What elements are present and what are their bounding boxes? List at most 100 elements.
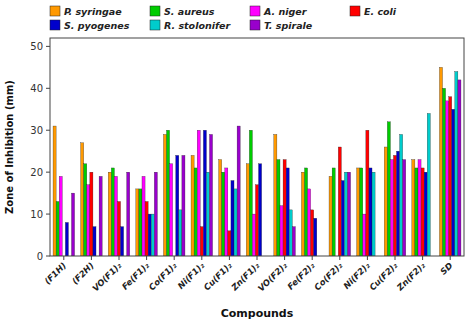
bar: [231, 181, 234, 256]
bar: [65, 222, 68, 256]
bar: [53, 126, 56, 256]
bar: [108, 172, 111, 256]
x-tick: [229, 256, 230, 260]
bar: [458, 80, 461, 256]
bar: [397, 151, 400, 256]
bar: [148, 214, 151, 256]
x-tick: [450, 256, 451, 260]
bar: [255, 185, 258, 256]
legend-swatch: [150, 20, 160, 30]
bar: [314, 218, 317, 256]
x-tick: [91, 256, 92, 260]
y-tick: [46, 130, 50, 131]
bar: [145, 202, 148, 257]
bar: [87, 185, 90, 256]
y-tick-label: 30: [30, 125, 43, 136]
x-tick-label: VO(F2)₂: [256, 260, 289, 293]
bar: [443, 88, 446, 256]
legend-swatch: [150, 6, 160, 16]
x-tick: [422, 256, 423, 260]
bar: [234, 189, 237, 256]
x-tick-label: Co(F1)₂: [147, 260, 179, 292]
bar: [418, 160, 421, 256]
bar: [170, 164, 173, 256]
bar: [292, 227, 295, 256]
bar: [90, 172, 93, 256]
y-tick: [46, 46, 50, 47]
x-tick-label: Fe(F1)₂: [120, 260, 151, 291]
bar: [289, 210, 292, 256]
bar: [246, 164, 249, 256]
bar: [384, 147, 387, 256]
bar: [439, 67, 442, 256]
bar: [154, 172, 157, 256]
x-tick: [257, 256, 258, 260]
bar: [421, 168, 424, 256]
bar: [286, 168, 289, 256]
x-tick: [201, 256, 202, 260]
bar: [127, 172, 130, 256]
bar: [114, 176, 117, 256]
bar: [139, 189, 142, 256]
y-tick-label: 50: [30, 41, 43, 52]
bar: [225, 168, 228, 256]
y-tick-label: 10: [30, 209, 43, 220]
bar: [200, 227, 203, 256]
bar: [277, 160, 280, 256]
bar: [347, 172, 350, 256]
y-tick: [46, 214, 50, 215]
bar: [167, 130, 170, 256]
bar: [329, 176, 332, 256]
y-tick-label: 40: [30, 83, 43, 94]
bar: [280, 206, 283, 256]
bar: [412, 160, 415, 256]
bar: [369, 168, 372, 256]
bar: [237, 126, 240, 256]
bar: [446, 101, 449, 256]
bar: [163, 134, 166, 256]
legend-label: S. aureus: [164, 6, 215, 17]
bar: [363, 214, 366, 256]
legend-swatch: [250, 6, 260, 16]
bar: [344, 172, 347, 256]
bar: [219, 160, 222, 256]
bar: [197, 130, 200, 256]
bar: [332, 168, 335, 256]
bar: [249, 130, 252, 256]
x-tick-label: (F2H): [70, 260, 96, 286]
bar: [121, 227, 124, 256]
bar: [415, 168, 418, 256]
bar: [182, 155, 185, 256]
bar: [176, 155, 179, 256]
bar: [117, 202, 120, 257]
x-tick-label: (F1H): [42, 260, 68, 286]
bar: [151, 214, 154, 256]
bars: [53, 67, 461, 256]
bar: [427, 113, 430, 256]
x-tick: [339, 256, 340, 260]
x-tick: [395, 256, 396, 260]
x-tick: [367, 256, 368, 260]
bar: [209, 134, 212, 256]
bar: [449, 97, 452, 256]
legend-label: R. stolonifer: [164, 20, 232, 31]
y-tick-label: 20: [30, 167, 43, 178]
bar: [259, 164, 262, 256]
bar: [56, 202, 59, 257]
x-tick: [174, 256, 175, 260]
bar: [424, 172, 427, 256]
bar: [387, 122, 390, 256]
legend-swatch: [50, 6, 60, 16]
x-tick-label: Fe(F2)₂: [285, 260, 316, 291]
bar: [341, 181, 344, 256]
x-tick-label: Cu(F2)₂: [367, 260, 399, 292]
x-tick-label: Co(F2)₂: [312, 260, 344, 292]
x-tick: [63, 256, 64, 260]
legend-label: S. pyogenes: [64, 20, 130, 31]
x-tick-label: VO(F1)₂: [90, 260, 123, 293]
x-tick: [146, 256, 147, 260]
bar: [311, 210, 314, 256]
x-tick-label: SD: [438, 260, 454, 276]
x-tick-label: Zn(F2)₂: [394, 260, 427, 293]
bar: [357, 168, 360, 256]
